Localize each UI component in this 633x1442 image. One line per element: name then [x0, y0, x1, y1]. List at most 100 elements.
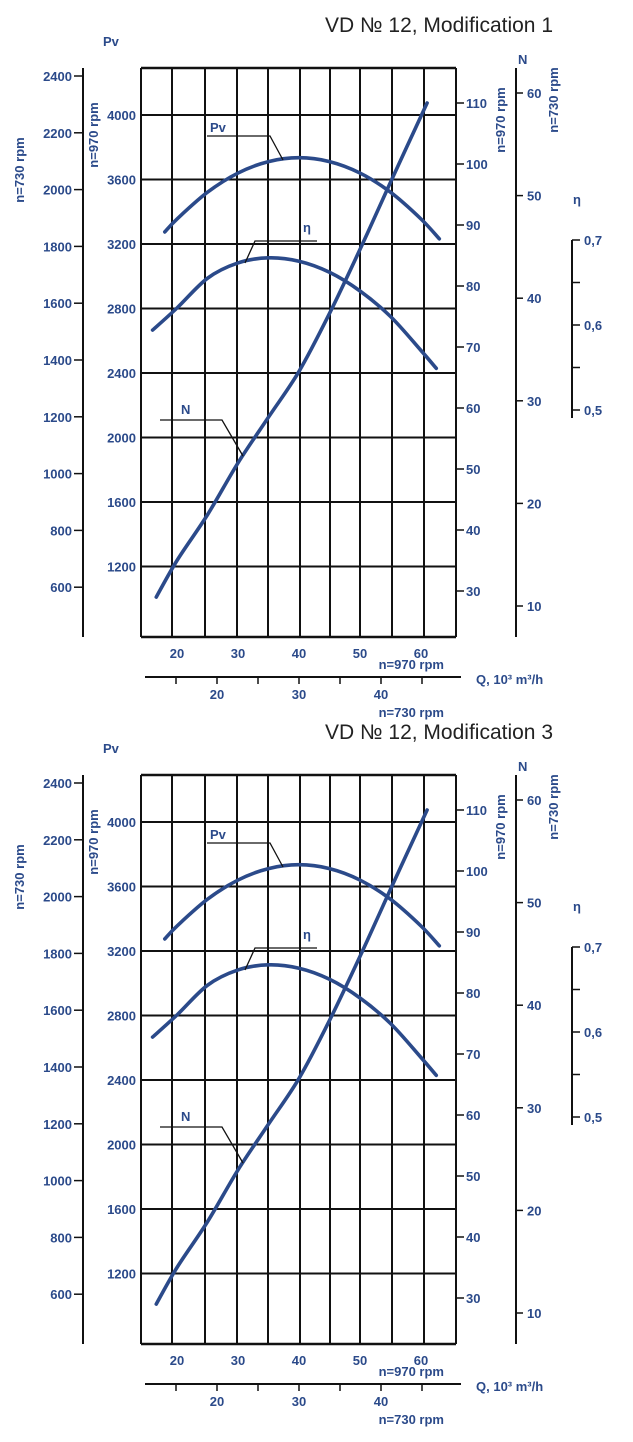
chart-panel-modification-3: VD № 12, Modification 3 4000 3600 3200 2800 2… — [12, 721, 602, 1427]
n-970-tick-label: 50 — [466, 462, 480, 477]
n-970-tick-label: 60 — [466, 401, 480, 416]
pv-970-tick-label: 3200 — [107, 237, 136, 252]
chart-title: VD № 12, Modification 1 — [325, 14, 553, 37]
q-730-tick-label: 40 — [374, 687, 388, 702]
q-970-tick-label: 50 — [353, 646, 367, 661]
pv-970-tick-label: 3600 — [107, 880, 136, 895]
eta-axis-title: η — [573, 192, 581, 207]
chart-title: VD № 12, Modification 3 — [325, 721, 553, 744]
pv-730-tick-label: 1800 — [43, 946, 72, 961]
q-970-tick-label: 30 — [231, 646, 245, 661]
eta-tick-label: 0,7 — [584, 233, 602, 248]
n-970-tick-label: 40 — [466, 523, 480, 538]
q-970-axis-label: n=970 rpm — [379, 1364, 444, 1379]
series-eta-curve — [150, 963, 439, 1078]
pv-730-tick-label: 800 — [50, 523, 72, 538]
eta-tick-label: 0,5 — [584, 1110, 602, 1125]
q-970-tick-label: 30 — [231, 1353, 245, 1368]
pv-730-axis-label: n=730 rpm — [12, 137, 27, 202]
n-970-tick-label: 90 — [466, 218, 480, 233]
pv-730-tick-label: 1000 — [43, 1174, 72, 1189]
series-pv-curve — [163, 862, 442, 948]
pv-970-tick-label: 1600 — [107, 1202, 136, 1217]
n-970-tick-label: 50 — [466, 1169, 480, 1184]
pv-970-tick-label: 3600 — [107, 173, 136, 188]
eta-curve-label: η — [303, 220, 311, 235]
q-730-tick-label: 20 — [210, 1394, 224, 1409]
pv-970-tick-label: 4000 — [107, 815, 136, 830]
n-curve-label: N — [181, 1109, 190, 1124]
pv-730-tick-label: 2000 — [43, 890, 72, 905]
pv-970-axis-label: n=970 rpm — [86, 102, 101, 167]
eta-curve-label: η — [303, 927, 311, 942]
q-axis-title: Q, 10³ m³/h — [476, 672, 543, 687]
pv-730-tick-label: 2400 — [43, 776, 72, 791]
pv-730-tick-label: 1800 — [43, 239, 72, 254]
q-730-tick-label: 30 — [292, 1394, 306, 1409]
q-730-tick-label: 30 — [292, 687, 306, 702]
pv-730-tick-label: 1400 — [43, 1060, 72, 1075]
pv-970-tick-label: 3200 — [107, 944, 136, 959]
q-970-tick-label: 50 — [353, 1353, 367, 1368]
n-970-tick-label: 30 — [466, 1291, 480, 1306]
pv-axis-title: Pv — [103, 741, 120, 756]
n-970-tick-label: 30 — [466, 584, 480, 599]
pv-730-axis-label: n=730 rpm — [12, 844, 27, 909]
series-pv-curve — [163, 155, 442, 241]
pv-730-tick-label: 800 — [50, 1230, 72, 1245]
q-970-tick-label: 20 — [170, 646, 184, 661]
q-730-tick-label: 20 — [210, 687, 224, 702]
pv-730-tick-label: 1400 — [43, 353, 72, 368]
series-eta-curve — [150, 256, 439, 371]
n-970-axis-label: n=970 rpm — [493, 87, 508, 152]
n-leader-line — [160, 419, 244, 457]
n-970-tick-label: 100 — [466, 157, 488, 172]
n-730-axis-label: n=730 rpm — [546, 67, 561, 132]
pv-730-tick-label: 2400 — [43, 69, 72, 84]
n-970-tick-label: 100 — [466, 864, 488, 879]
pv-730-tick-label: 2000 — [43, 183, 72, 198]
pv-970-tick-label: 2000 — [107, 1138, 136, 1153]
q-730-axis-label: n=730 rpm — [379, 705, 444, 720]
n-730-tick-label: 10 — [527, 1306, 541, 1321]
eta-tick-label: 0,6 — [584, 1025, 602, 1040]
pv-970-tick-label: 1200 — [107, 1267, 136, 1282]
q-970-tick-label: 60 — [414, 1353, 428, 1368]
n-970-tick-label: 40 — [466, 1230, 480, 1245]
pv-730-tick-label: 1000 — [43, 467, 72, 482]
n-730-tick-label: 40 — [527, 291, 541, 306]
pv-970-tick-label: 2800 — [107, 302, 136, 317]
pv-970-tick-label: 1200 — [107, 560, 136, 575]
pv-730-tick-label: 1600 — [43, 1003, 72, 1018]
pv-970-tick-label: 2800 — [107, 1009, 136, 1024]
q-970-tick-label: 40 — [292, 646, 306, 661]
n-730-tick-label: 60 — [527, 86, 541, 101]
n-970-tick-label: 60 — [466, 1108, 480, 1123]
n-970-tick-label: 70 — [466, 1047, 480, 1062]
n-axis-title: N — [518, 52, 527, 67]
pv-730-tick-label: 2200 — [43, 833, 72, 848]
n-730-tick-label: 20 — [527, 496, 541, 511]
q-970-tick-label: 40 — [292, 1353, 306, 1368]
eta-leader-line — [244, 947, 317, 971]
pv-970-tick-label: 1600 — [107, 495, 136, 510]
eta-tick-label: 0,6 — [584, 318, 602, 333]
q-970-axis-label: n=970 rpm — [379, 657, 444, 672]
q-730-axis-label: n=730 rpm — [379, 1412, 444, 1427]
pv-curve-label: Pv — [210, 120, 227, 135]
pv-970-tick-label: 2400 — [107, 366, 136, 381]
series-n-curve — [154, 808, 429, 1306]
n-730-tick-label: 60 — [527, 793, 541, 808]
n-730-tick-label: 30 — [527, 394, 541, 409]
pv-970-axis-label: n=970 rpm — [86, 809, 101, 874]
series-n-curve — [154, 101, 429, 599]
n-970-tick-label: 80 — [466, 279, 480, 294]
pv-730-tick-label: 2200 — [43, 126, 72, 141]
pv-970-tick-label: 4000 — [107, 108, 136, 123]
n-730-axis-label: n=730 rpm — [546, 774, 561, 839]
eta-axis-title: η — [573, 899, 581, 914]
eta-tick-label: 0,5 — [584, 403, 602, 418]
n-970-tick-label: 110 — [466, 96, 487, 111]
pv-730-tick-label: 600 — [50, 1287, 72, 1302]
pv-leader-line — [207, 135, 284, 161]
